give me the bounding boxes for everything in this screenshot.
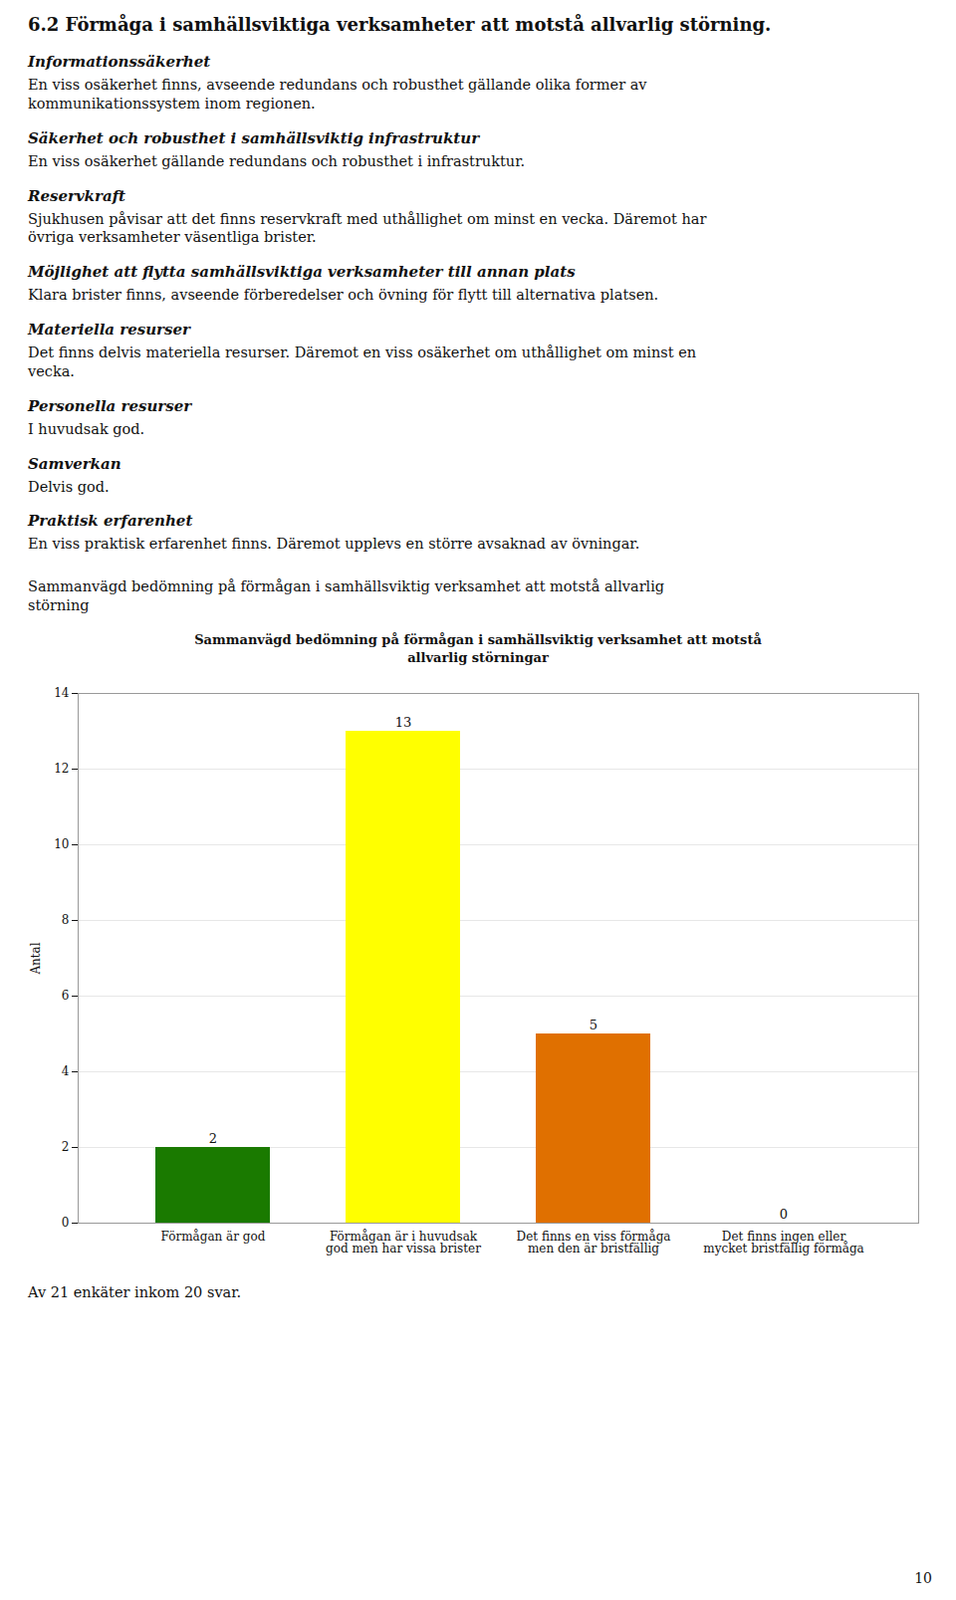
- html-text:Delvis god.: Delvis god.: [27, 478, 110, 495]
- html-text:En viss osäkerhet gällande red: En viss osäkerhet gällande redundans och…: [27, 153, 525, 169]
- html-text:Reservkraft: Reservkraft: [27, 186, 126, 205]
- html-text:6.2 Förmåga i samhällsviktiga: 6.2 Förmåga i samhällsviktiga verksamhet…: [27, 13, 772, 35]
- html-text:I huvudsak god.: I huvudsak god.: [27, 421, 145, 437]
- html-text:Det finns delvis materiella re: Det finns delvis materiella resurser. Dä…: [27, 344, 697, 380]
- svg-text:13: 13: [395, 715, 413, 730]
- html-text:Sjukhusen påvisar att det finn: Sjukhusen påvisar att det finns reservkr…: [27, 210, 707, 246]
- html-text:Materiella resurser: Materiella resurser: [27, 320, 191, 339]
- svg-text:5: 5: [589, 1017, 598, 1033]
- svg-text:Det finns ingen ellermycket br: Det finns ingen ellermycket bristfällig …: [703, 1229, 865, 1256]
- html-text:Sammanvägd bedömning på förmåg: Sammanvägd bedömning på förmågan i samhä…: [27, 578, 665, 614]
- html-text:Informationssäkerhet: Informationssäkerhet: [27, 52, 211, 71]
- svg-text:8: 8: [61, 914, 70, 929]
- html-text:En viss praktisk erfarenhet fi: En viss praktisk erfarenhet finns. Därem…: [27, 536, 640, 553]
- svg-text:Förmågan är i huvudsakgod men: Förmågan är i huvudsakgod men har vissa …: [325, 1228, 481, 1256]
- svg-text:0: 0: [779, 1206, 788, 1222]
- svg-text:0: 0: [61, 1216, 70, 1231]
- html-text:Personella resurser: Personella resurser: [27, 397, 192, 416]
- html-text:Klara brister finns, avseende: Klara brister finns, avseende förberedel…: [27, 286, 659, 303]
- svg-text:2: 2: [209, 1131, 218, 1147]
- svg-text:10: 10: [53, 838, 69, 853]
- svg-text:4: 4: [61, 1065, 70, 1080]
- html-text:10: 10: [914, 1570, 933, 1587]
- svg-text:14: 14: [53, 687, 70, 702]
- svg-text:6: 6: [61, 989, 70, 1004]
- html-text:Praktisk erfarenhet: Praktisk erfarenhet: [27, 512, 193, 531]
- html-text:En viss osäkerhet finns, avsee: En viss osäkerhet finns, avseende redund…: [27, 76, 647, 112]
- svg-text:12: 12: [53, 762, 69, 777]
- svg-text:Antal: Antal: [28, 943, 43, 976]
- html-text:Möjlighet att flytta samhällsv: Möjlighet att flytta samhällsviktiga ver…: [27, 263, 576, 282]
- svg-text:Det finns en viss förmågamen d: Det finns en viss förmågamen den är bris…: [516, 1228, 672, 1256]
- svg-text:Förmågan är god: Förmågan är god: [161, 1228, 266, 1244]
- html-text:Av 21 enkäter inkom 20 svar.: Av 21 enkäter inkom 20 svar.: [27, 1284, 242, 1301]
- svg-text:2: 2: [61, 1141, 70, 1156]
- html-text:Samverkan: Samverkan: [27, 454, 122, 473]
- html-text:Säkerhet och robusthet i samhä: Säkerhet och robusthet i samhällsviktig …: [27, 129, 480, 148]
- html-text:Sammanvägd bedömning på förmåg: Sammanvägd bedömning på förmågan i samhä…: [194, 632, 762, 666]
